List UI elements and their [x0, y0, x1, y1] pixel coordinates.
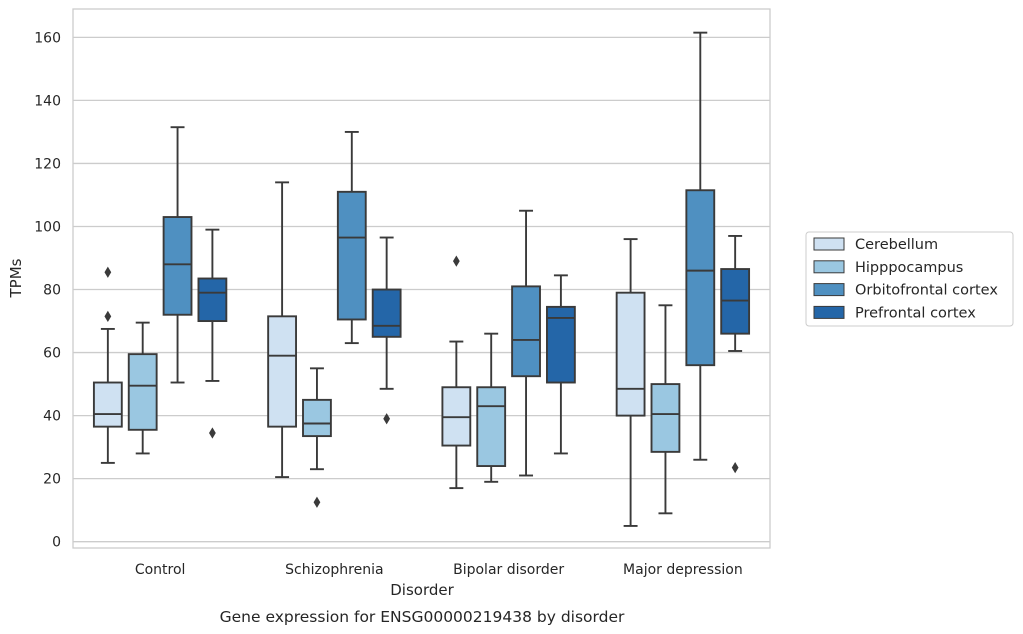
x-tick-label: Control	[135, 562, 186, 578]
outlier-point	[209, 427, 216, 439]
y-axis-label: TPMs	[7, 258, 25, 298]
y-tick-label: 160	[34, 30, 61, 46]
box	[371, 288, 402, 338]
outlier-point	[383, 413, 391, 425]
box	[92, 381, 123, 428]
outlier-point	[104, 266, 112, 278]
box-group	[441, 209, 576, 490]
y-axis-ticks: 0 20 40 60 80 100 120 140 160	[34, 30, 61, 550]
y-tick-label: 120	[34, 156, 61, 172]
box	[162, 216, 193, 316]
outlier-point	[731, 461, 739, 474]
chart-caption: Gene expression for ENSG00000219438 by d…	[220, 608, 625, 626]
box	[615, 291, 646, 417]
gridlines	[73, 36, 770, 543]
box	[127, 353, 158, 431]
y-tick-label: 80	[43, 283, 61, 299]
legend-swatch	[813, 283, 845, 297]
y-tick-label: 140	[34, 93, 61, 109]
box	[650, 383, 681, 453]
legend-swatch	[813, 260, 845, 274]
legend: Cerebellum Hipppocampus Orbitofrontal cort…	[805, 231, 1014, 327]
y-tick-label: 20	[43, 472, 61, 488]
legend-entry: Orbitofrontal cortex	[855, 283, 998, 299]
box	[685, 189, 716, 367]
box	[511, 285, 541, 378]
box	[197, 277, 228, 323]
box-group	[92, 126, 228, 464]
x-tick-label: Schizophrenia	[285, 562, 383, 578]
box	[302, 398, 332, 438]
legend-entry: Prefrontal cortex	[855, 305, 976, 321]
box	[476, 386, 507, 467]
box	[546, 305, 576, 384]
x-tick-label: Major depression	[623, 562, 743, 578]
x-axis-label: Disorder	[390, 581, 454, 599]
y-tick-label: 100	[34, 219, 61, 235]
legend-swatch	[813, 237, 845, 251]
x-tick-label: Bipolar disorder	[453, 562, 564, 578]
x-axis-ticks: Control Schizophrenia Bipolar disorder Majo…	[135, 562, 743, 578]
box	[267, 315, 297, 428]
legend-swatch	[813, 305, 845, 319]
legend-frame	[805, 231, 1014, 327]
y-tick-label: 60	[43, 346, 61, 362]
box-group	[615, 31, 751, 527]
y-tick-label: 0	[52, 535, 61, 551]
outlier-point	[313, 496, 321, 508]
box	[336, 190, 367, 321]
y-tick-label: 40	[43, 409, 61, 425]
outlier-point	[104, 310, 112, 322]
box-group	[267, 130, 402, 508]
legend-entry: Hipppocampus	[855, 260, 963, 276]
outlier-point	[452, 255, 460, 267]
legend-entry: Cerebellum	[855, 237, 938, 253]
box-groups	[92, 31, 751, 527]
